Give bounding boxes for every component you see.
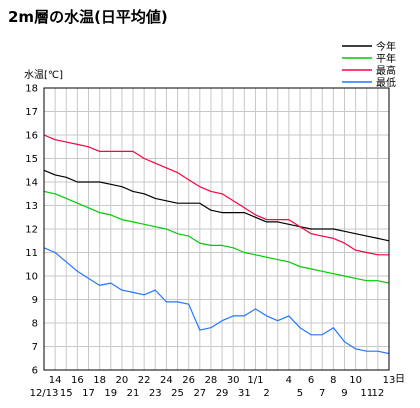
y-tick-label: 18 <box>25 84 38 95</box>
y-tick-label: 13 <box>25 201 38 212</box>
series-line-平年 <box>43 190 390 284</box>
y-tick-label: 17 <box>25 107 38 118</box>
x-tick-label: 12 <box>372 388 385 399</box>
series-line-今年 <box>43 169 390 242</box>
x-tick-label: 25 <box>171 388 184 399</box>
plot-frame <box>43 87 390 371</box>
x-tick-label: 22 <box>138 375 151 386</box>
y-tick-labels: 6 7 8 9 10 11 12 13 14 15 16 17 18 <box>25 84 38 377</box>
x-tick-label: 30 <box>227 375 240 386</box>
x-tick-label: 26 <box>182 375 195 386</box>
x-tick-label: 24 <box>160 375 173 386</box>
x-tick-label: 29 <box>216 388 229 399</box>
x-tick-label: 5 <box>297 388 303 399</box>
x-tick-label: 13 <box>383 375 396 386</box>
y-tick-label: 6 <box>32 366 38 377</box>
x-tick-label: 11 <box>360 388 373 399</box>
x-tick-label: 21 <box>127 388 140 399</box>
y-axis-label: 水温[℃] <box>24 69 63 81</box>
x-tick-label: 18 <box>93 375 106 386</box>
x-tick-label: 27 <box>193 388 206 399</box>
y-tick-label: 9 <box>32 295 38 306</box>
y-tick-label: 12 <box>25 225 38 236</box>
y-tick-label: 8 <box>32 319 38 330</box>
x-tick-label: 17 <box>82 388 95 399</box>
y-tick-label: 14 <box>25 178 38 189</box>
y-tick-label: 11 <box>25 248 38 259</box>
x-tick-label: 20 <box>116 375 129 386</box>
x-tick-label: 31 <box>238 388 251 399</box>
x-tick-label: 7 <box>319 388 325 399</box>
chart-title: 2m層の水温(日平均値) <box>8 8 168 26</box>
x-tick-label: 14 <box>49 375 62 386</box>
x-axis-unit: 日 <box>395 374 405 385</box>
y-tick-label: 16 <box>25 131 38 142</box>
x-tick-label: 8 <box>330 375 336 386</box>
y-tick-label: 15 <box>25 154 38 165</box>
series-line-最低 <box>43 247 390 355</box>
x-tick-label: 28 <box>205 375 218 386</box>
x-tick-label: 2 <box>263 388 269 399</box>
x-tick-label: 9 <box>341 388 347 399</box>
legend-label: 平年 <box>376 52 396 65</box>
x-tick-label: 10 <box>349 375 362 386</box>
series-line-最高 <box>43 134 389 256</box>
series-lines <box>43 134 390 355</box>
legend-label: 今年 <box>376 40 396 53</box>
x-tick-labels: 14 16 18 20 22 24 26 28 30 1/1 4 6 8 10 13 12/13 15 17 19 2… <box>30 375 396 399</box>
y-tick-label: 7 <box>32 342 38 353</box>
x-tick-label: 16 <box>71 375 84 386</box>
y-tick-label: 10 <box>25 272 38 283</box>
x-tick-label: 6 <box>308 375 314 386</box>
x-tick-label: 1/1 <box>247 375 263 386</box>
x-tick-label: 12/13 <box>30 388 59 399</box>
x-tick-label: 4 <box>286 375 292 386</box>
x-tick-label: 19 <box>104 388 117 399</box>
legend-label: 最低 <box>376 76 396 89</box>
x-tick-label: 15 <box>60 388 73 399</box>
legend-label: 最高 <box>376 64 396 77</box>
grid <box>43 87 390 371</box>
x-tick-label: 23 <box>149 388 162 399</box>
